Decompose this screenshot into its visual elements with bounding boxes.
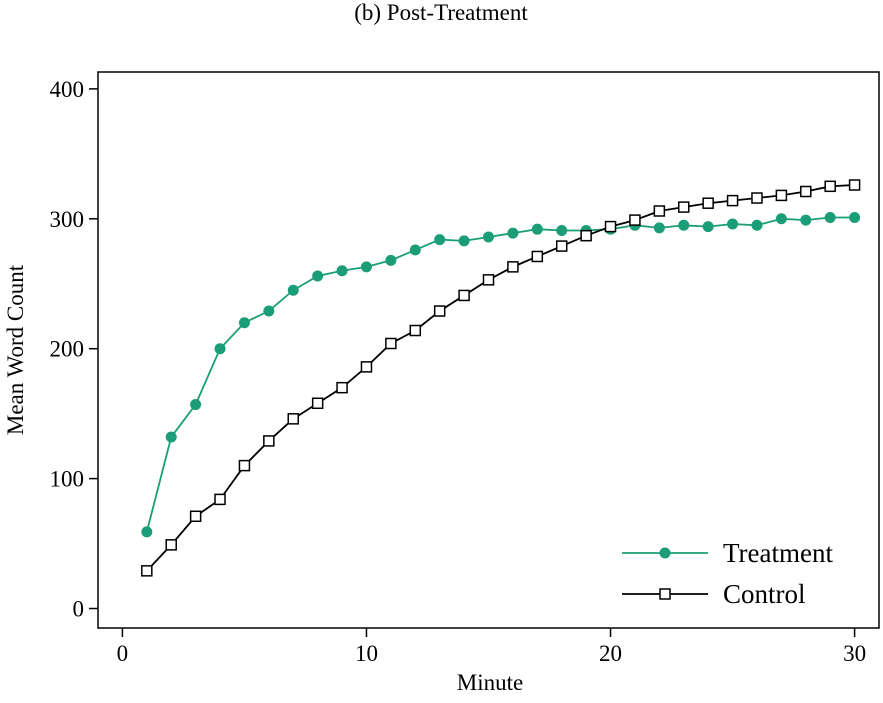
- treatment-point: [459, 235, 470, 246]
- control-point: [776, 190, 786, 200]
- treatment-point: [556, 225, 567, 236]
- treatment-point: [849, 212, 860, 223]
- y-tick-label: 200: [50, 337, 85, 362]
- treatment-line: [147, 218, 855, 532]
- control-point: [142, 566, 152, 576]
- series-layer: [141, 180, 860, 576]
- treatment-point: [776, 213, 787, 224]
- control-point: [508, 262, 518, 272]
- y-tick-label: 0: [73, 597, 85, 622]
- legend-treatment-marker: [660, 548, 671, 559]
- treatment-point: [800, 215, 811, 226]
- control-point: [679, 202, 689, 212]
- treatment-point: [703, 221, 714, 232]
- treatment-point: [532, 224, 543, 235]
- treatment-point: [507, 228, 518, 239]
- control-point: [166, 540, 176, 550]
- control-point: [264, 436, 274, 446]
- series-control: [142, 180, 860, 576]
- x-tick-label: 0: [117, 641, 129, 666]
- control-point: [532, 251, 542, 261]
- treatment-point: [434, 234, 445, 245]
- control-point: [581, 231, 591, 241]
- treatment-point: [825, 212, 836, 223]
- x-axis-title: Minute: [457, 670, 523, 695]
- x-tick-label: 20: [599, 641, 622, 666]
- legend: Treatment Control: [622, 538, 833, 609]
- treatment-point: [141, 526, 152, 537]
- control-point: [850, 180, 860, 190]
- control-point: [801, 187, 811, 197]
- treatment-point: [263, 306, 274, 317]
- treatment-point: [337, 265, 348, 276]
- treatment-point: [312, 270, 323, 281]
- treatment-point: [361, 261, 372, 272]
- control-point: [752, 193, 762, 203]
- treatment-point: [288, 285, 299, 296]
- control-point: [435, 306, 445, 316]
- control-point: [728, 196, 738, 206]
- y-tick-label: 300: [50, 207, 85, 232]
- y-axis-title: Mean Word Count: [3, 264, 28, 435]
- control-point: [484, 275, 494, 285]
- treatment-point: [215, 343, 226, 354]
- control-point: [459, 290, 469, 300]
- y-tick-label: 100: [50, 467, 85, 492]
- control-point: [557, 241, 567, 251]
- treatment-point: [190, 399, 201, 410]
- legend-control-marker: [660, 589, 670, 599]
- chart-title: (b) Post-Treatment: [354, 0, 528, 25]
- treatment-point: [751, 220, 762, 231]
- control-point: [288, 414, 298, 424]
- treatment-point: [654, 222, 665, 233]
- treatment-point: [678, 220, 689, 231]
- control-point: [337, 383, 347, 393]
- x-axis: 0 10 20 30: [117, 628, 866, 666]
- legend-treatment-label: Treatment: [723, 538, 833, 568]
- treatment-point: [385, 255, 396, 266]
- control-point: [361, 362, 371, 372]
- series-treatment: [141, 212, 860, 537]
- control-point: [630, 215, 640, 225]
- control-point: [239, 461, 249, 471]
- x-tick-label: 30: [843, 641, 866, 666]
- treatment-point: [727, 218, 738, 229]
- control-point: [410, 326, 420, 336]
- control-point: [386, 339, 396, 349]
- legend-control-label: Control: [723, 579, 806, 609]
- treatment-point: [166, 432, 177, 443]
- x-tick-label: 10: [355, 641, 378, 666]
- control-point: [703, 198, 713, 208]
- control-line: [147, 185, 855, 571]
- control-point: [654, 206, 664, 216]
- treatment-point: [239, 317, 250, 328]
- control-point: [191, 511, 201, 521]
- control-point: [825, 181, 835, 191]
- control-point: [606, 222, 616, 232]
- treatment-point: [410, 244, 421, 255]
- y-tick-label: 400: [50, 77, 85, 102]
- y-axis: 0 100 200 300 400: [50, 77, 99, 622]
- treatment-point: [483, 231, 494, 242]
- control-point: [313, 398, 323, 408]
- control-point: [215, 494, 225, 504]
